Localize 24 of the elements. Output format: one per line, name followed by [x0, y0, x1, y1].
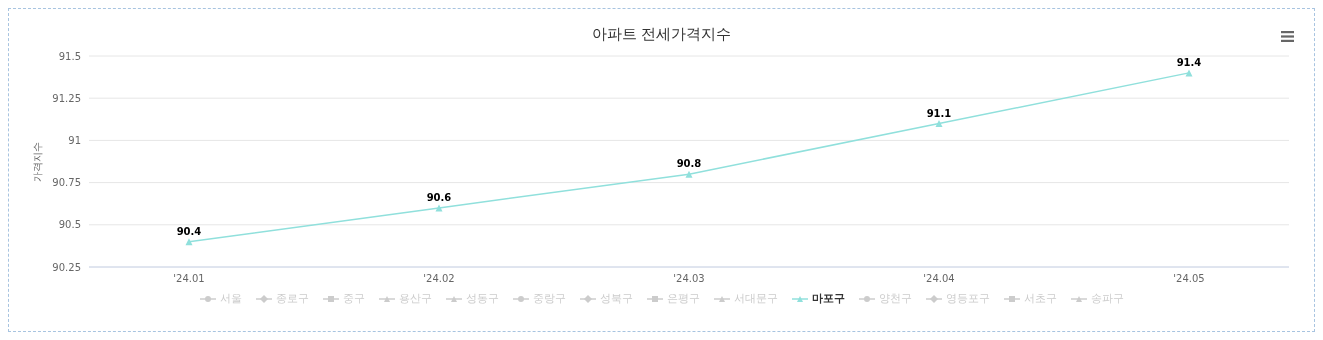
- data-label: 91.4: [1176, 56, 1202, 68]
- x-tick-label: '24.03: [673, 273, 705, 285]
- x-tick-label: '24.01: [173, 273, 205, 285]
- chart-title: 아파트 전세가격지수: [590, 25, 733, 44]
- y-axis-title: 가격지수: [31, 141, 43, 182]
- data-label: 90.4: [176, 225, 202, 237]
- y-tick-label: 90.75: [52, 177, 81, 189]
- y-tick-label: 90.25: [52, 261, 81, 273]
- data-label: 90.8: [676, 158, 702, 170]
- data-label: 91.1: [926, 107, 952, 119]
- x-tick-label: '24.02: [423, 273, 455, 285]
- point: [685, 170, 693, 178]
- x-tick-label: '24.05: [1173, 273, 1205, 285]
- x-tick-label: '24.04: [923, 273, 955, 285]
- point: [1185, 69, 1193, 77]
- data-label: 90.6: [426, 191, 452, 203]
- point: [435, 204, 443, 212]
- legend-label: 마포구: [811, 291, 845, 306]
- point: [185, 238, 193, 246]
- y-tick-label: 90.5: [58, 219, 81, 231]
- y-tick-label: 91.25: [52, 92, 81, 104]
- point: [935, 120, 943, 128]
- y-tick-label: 91.5: [58, 50, 81, 62]
- y-tick-label: 91: [68, 134, 81, 146]
